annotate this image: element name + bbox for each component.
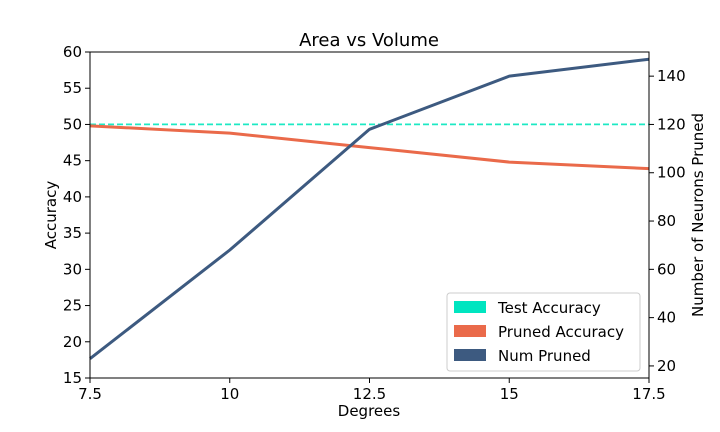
- x-axis: 7.5 10 12.5 15 17.5: [78, 378, 666, 403]
- y2-tick-label: 40: [657, 309, 676, 327]
- x-tick-label: 17.5: [632, 385, 665, 403]
- y2-tick-label: 80: [657, 212, 676, 230]
- y2-tick-label: 100: [657, 164, 686, 182]
- left-axis: 15 20 25 30 35 40 45 50 55 60: [63, 43, 90, 387]
- series-layer: [89, 57, 650, 360]
- y2-tick-label: 120: [657, 115, 686, 133]
- x-tick-label: 10: [220, 385, 239, 403]
- y-tick-label: 50: [63, 115, 82, 133]
- y-axis-label: Accuracy: [42, 181, 60, 250]
- y2-tick-label: 140: [657, 67, 686, 85]
- y2-axis-label: Number of Neurons Pruned: [689, 113, 707, 317]
- legend-label-test-accuracy: Test Accuracy: [497, 299, 601, 317]
- right-axis: 20 40 60 80 100 120 140: [649, 67, 686, 375]
- y-tick-label: 30: [63, 260, 82, 278]
- y2-tick-label: 20: [657, 357, 676, 375]
- legend-box: [446, 292, 641, 372]
- x-tick-label: 15: [500, 385, 519, 403]
- x-tick-label: 7.5: [78, 385, 102, 403]
- chart-title: Area vs Volume: [299, 30, 439, 51]
- legend-label-num-pruned: Num Pruned: [498, 347, 591, 365]
- series-line-pruned-accuracy: [89, 124, 650, 171]
- legend-swatch-pruned-accuracy: [454, 325, 486, 337]
- legend-swatch-test-accuracy: [454, 301, 486, 313]
- y-tick-label: 55: [63, 79, 82, 97]
- y-tick-label: 45: [63, 152, 82, 170]
- y-tick-label: 25: [63, 297, 82, 315]
- x-tick-label: 12.5: [353, 385, 386, 403]
- x-axis-label: Degrees: [338, 402, 401, 420]
- y-tick-label: 15: [63, 369, 82, 387]
- legend-label-pruned-accuracy: Pruned Accuracy: [498, 323, 624, 341]
- y-tick-label: 20: [63, 333, 82, 351]
- legend-swatch-num-pruned: [454, 349, 486, 361]
- y-tick-label: 60: [63, 43, 82, 61]
- series-line-num-pruned: [89, 57, 650, 360]
- legend: Test Accuracy Pruned Accuracy Num Pruned: [446, 292, 641, 372]
- y2-tick-label: 60: [657, 260, 676, 278]
- y-tick-label: 35: [63, 224, 82, 242]
- y-tick-label: 40: [63, 188, 82, 206]
